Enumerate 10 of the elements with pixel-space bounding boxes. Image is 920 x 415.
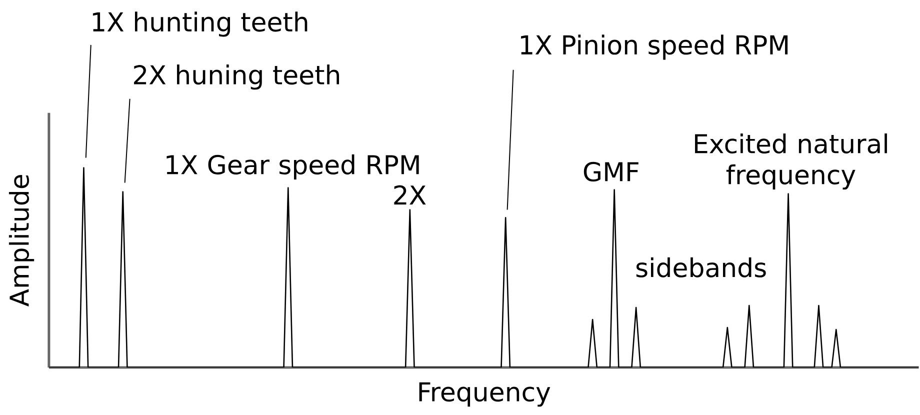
annotation: 1X Gear speed RPM [166,154,419,180]
text: 1X Pinion speed RPM [521,34,788,60]
annotation: Excited natural frequency [695,133,887,190]
text: 2X huning teeth [134,64,340,90]
text: 1X hunting teeth [92,11,308,37]
annotation: 2X [394,185,426,204]
annotation: GMF [584,162,638,182]
annotation: sidebands [636,257,766,278]
y-axis-title: Amplitude [8,174,34,306]
x-axis-title: Frequency [419,382,550,407]
